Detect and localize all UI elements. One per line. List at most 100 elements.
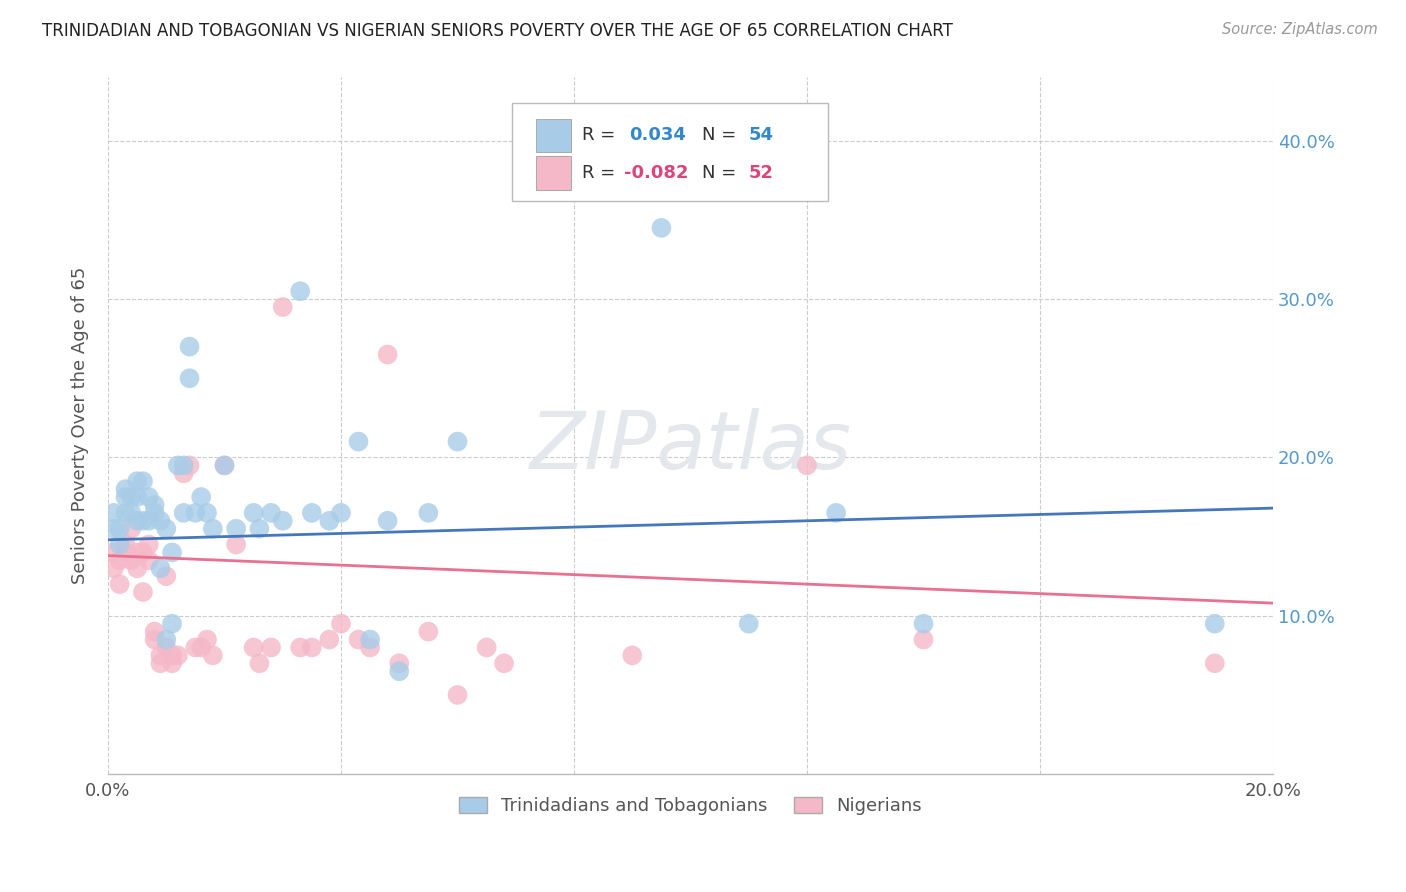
Point	[184, 506, 207, 520]
Point	[214, 458, 236, 473]
Text: 52: 52	[749, 164, 773, 182]
Point	[260, 506, 283, 520]
Point	[912, 632, 935, 647]
Text: Source: ZipAtlas.com: Source: ZipAtlas.com	[1222, 22, 1378, 37]
Point	[120, 553, 142, 567]
Text: TRINIDADIAN AND TOBAGONIAN VS NIGERIAN SENIORS POVERTY OVER THE AGE OF 65 CORREL: TRINIDADIAN AND TOBAGONIAN VS NIGERIAN S…	[42, 22, 953, 40]
Point	[149, 514, 172, 528]
Point	[446, 688, 468, 702]
Point	[160, 545, 183, 559]
Point	[301, 640, 323, 655]
Point	[132, 545, 155, 559]
Text: 54: 54	[749, 127, 773, 145]
Point	[377, 347, 399, 361]
Point	[138, 553, 160, 567]
Point	[201, 648, 224, 663]
Point	[173, 467, 195, 481]
Point	[138, 514, 160, 528]
Point	[143, 632, 166, 647]
Point	[108, 577, 131, 591]
Point	[388, 657, 411, 671]
Text: R =: R =	[582, 164, 616, 182]
Point	[143, 498, 166, 512]
Text: 0.034: 0.034	[628, 127, 686, 145]
Point	[120, 522, 142, 536]
Point	[138, 490, 160, 504]
Point	[149, 648, 172, 663]
Point	[650, 220, 672, 235]
Point	[621, 648, 644, 663]
Point	[103, 545, 125, 559]
Point	[103, 561, 125, 575]
Text: R =: R =	[582, 127, 616, 145]
Point	[108, 522, 131, 536]
Point	[155, 640, 177, 655]
Text: N =: N =	[702, 164, 737, 182]
Point	[242, 506, 264, 520]
Point	[155, 569, 177, 583]
Point	[225, 537, 247, 551]
Point	[290, 284, 312, 298]
Point	[160, 616, 183, 631]
Point	[359, 632, 381, 647]
Point	[155, 632, 177, 647]
Point	[132, 474, 155, 488]
Point	[418, 624, 440, 639]
Point	[114, 490, 136, 504]
Y-axis label: Seniors Poverty Over the Age of 65: Seniors Poverty Over the Age of 65	[72, 267, 89, 584]
Point	[494, 657, 516, 671]
Point	[103, 522, 125, 536]
Point	[149, 657, 172, 671]
Point	[1204, 616, 1226, 631]
Point	[143, 624, 166, 639]
Point	[475, 640, 498, 655]
Point	[127, 545, 149, 559]
Point	[446, 434, 468, 449]
Point	[330, 616, 353, 631]
Point	[190, 490, 212, 504]
Point	[114, 537, 136, 551]
Point	[179, 371, 201, 385]
Point	[347, 434, 370, 449]
Point	[388, 664, 411, 678]
Point	[127, 474, 149, 488]
Point	[359, 640, 381, 655]
Point	[160, 657, 183, 671]
Point	[138, 537, 160, 551]
Point	[120, 506, 142, 520]
Point	[290, 640, 312, 655]
Point	[114, 482, 136, 496]
Point	[173, 458, 195, 473]
Point	[179, 340, 201, 354]
Point	[103, 506, 125, 520]
Point	[160, 648, 183, 663]
Point	[271, 514, 294, 528]
Point	[173, 506, 195, 520]
Point	[249, 657, 271, 671]
Point	[242, 640, 264, 655]
Point	[184, 640, 207, 655]
FancyBboxPatch shape	[512, 103, 828, 202]
Point	[1204, 657, 1226, 671]
Point	[377, 514, 399, 528]
Point	[912, 616, 935, 631]
Point	[127, 490, 149, 504]
Text: ZIPatlas: ZIPatlas	[530, 408, 852, 485]
Point	[108, 553, 131, 567]
Point	[179, 458, 201, 473]
Point	[260, 640, 283, 655]
Point	[225, 522, 247, 536]
Point	[195, 632, 218, 647]
FancyBboxPatch shape	[536, 119, 571, 152]
Point	[347, 632, 370, 647]
Point	[214, 458, 236, 473]
Point	[190, 640, 212, 655]
Point	[318, 632, 340, 647]
Point	[201, 522, 224, 536]
Point	[167, 648, 190, 663]
Point	[167, 458, 190, 473]
Point	[318, 514, 340, 528]
Point	[301, 506, 323, 520]
Point	[418, 506, 440, 520]
Point	[330, 506, 353, 520]
